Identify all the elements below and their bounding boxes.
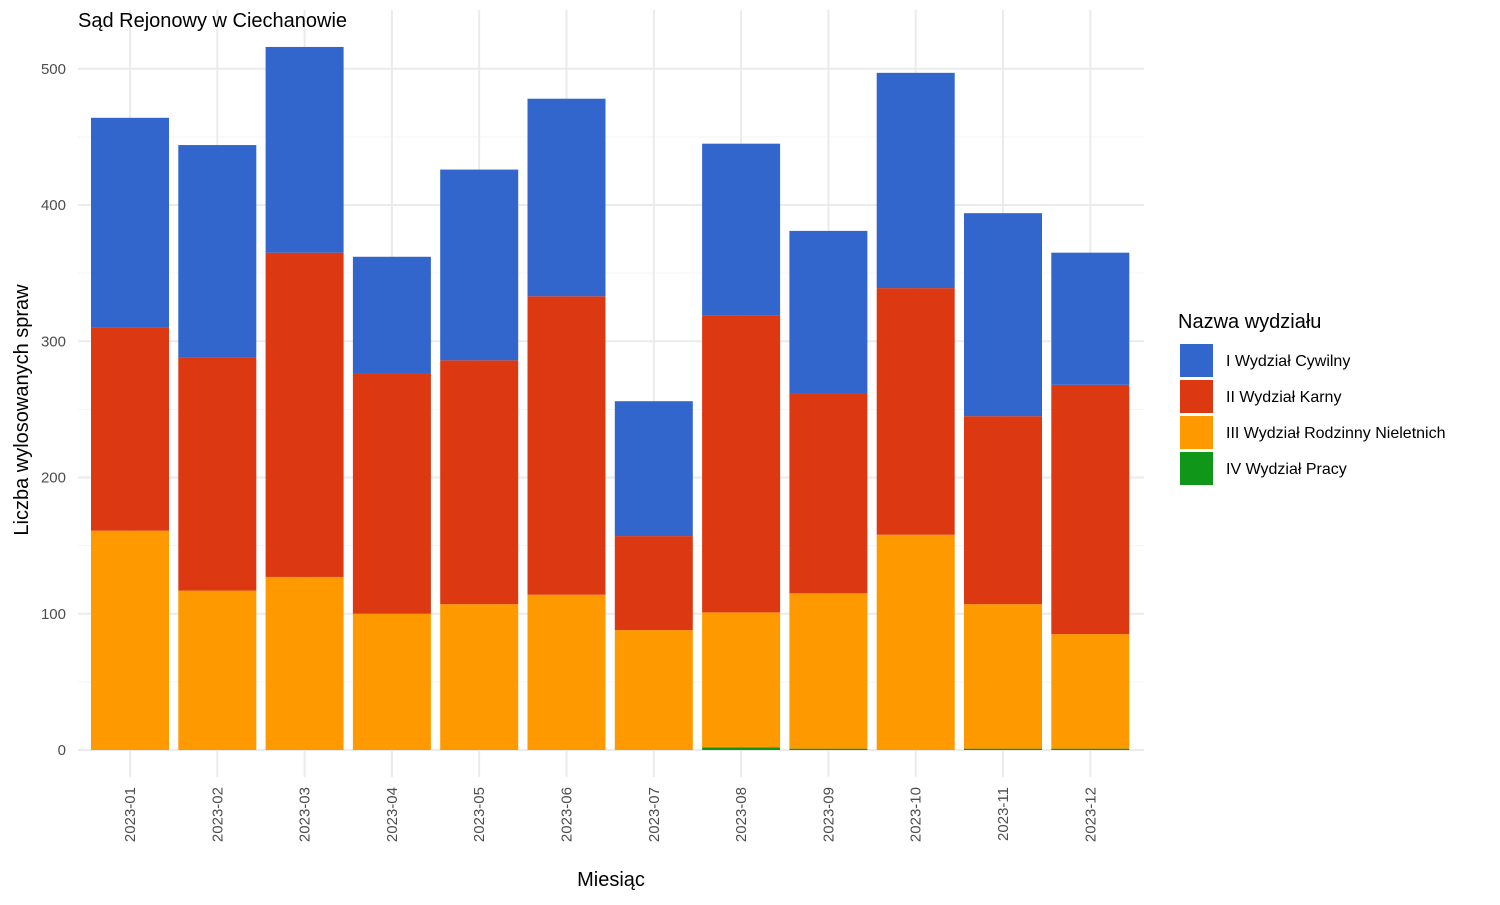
bar-segment (876, 288, 955, 535)
legend-label: II Wydział Karny (1226, 389, 1341, 406)
bar-segment (1051, 634, 1130, 749)
x-tick-label: 2023-12 (1082, 787, 1099, 842)
bar-segment (789, 230, 868, 394)
bar-segment (614, 401, 693, 537)
bar-segment (964, 416, 1042, 605)
y-tick-label: 0 (58, 742, 66, 759)
legend-items: I Wydział Cywilny II Wydział Karny III Wyd… (1180, 344, 1446, 485)
bars (91, 46, 1130, 750)
bar-segment (964, 604, 1042, 749)
bar-segment (91, 530, 169, 750)
chart-title: Sąd Rejonowy w Ciechanowie (78, 10, 347, 32)
x-tick-label: 2023-04 (384, 787, 401, 842)
bar-segment (789, 748, 868, 750)
y-tick-label: 100 (41, 606, 66, 623)
bar-segment (352, 373, 431, 614)
bar-segment (1051, 252, 1130, 385)
x-tick-label: 2023-05 (471, 787, 488, 842)
bar-segment (1051, 384, 1130, 635)
bar-segment (876, 534, 955, 750)
bar-segment (527, 296, 606, 595)
legend-title: Nazwa wydziału (1178, 311, 1321, 333)
x-tick-label: 2023-08 (733, 787, 750, 842)
bar-segment (702, 315, 781, 613)
bar-segment (352, 256, 431, 374)
legend-label: I Wydział Cywilny (1226, 353, 1350, 370)
x-tick-label: 2023-06 (559, 787, 576, 842)
legend-swatch (1180, 416, 1213, 449)
bar-segment (265, 576, 344, 750)
bar-segment (964, 213, 1042, 417)
bar-segment (789, 393, 868, 594)
bar-segment (789, 593, 868, 749)
legend-swatch (1180, 380, 1213, 413)
bar-segment (265, 252, 344, 577)
legend-swatch (1180, 452, 1213, 485)
bar-segment (352, 613, 431, 750)
bar-segment (1051, 748, 1130, 750)
x-tick-label: 2023-02 (209, 787, 226, 842)
bar-segment (440, 169, 519, 361)
bar-segment (702, 747, 781, 750)
y-tick-label: 200 (41, 470, 66, 487)
x-axis-ticks: 2023-01 2023-02 2023-03 2023-04 2023-05 2023-… (122, 787, 1099, 842)
bar-segment (614, 536, 693, 631)
bar-segment (527, 98, 606, 297)
y-tick-label: 300 (41, 333, 66, 350)
bar-segment (702, 612, 781, 748)
y-tick-label: 400 (41, 197, 66, 214)
x-tick-label: 2023-03 (297, 787, 314, 842)
bar-segment (614, 630, 693, 750)
bar-segment (964, 748, 1042, 750)
bar-segment (876, 72, 955, 289)
y-tick-label: 500 (41, 61, 66, 78)
y-axis-ticks: 0 100 200 300 400 500 (41, 61, 66, 759)
bar-segment (265, 46, 344, 253)
bar-segment (440, 604, 519, 750)
bar-segment (527, 594, 606, 750)
legend-label: III Wydział Rodzinny Nieletnich (1226, 425, 1446, 442)
bar-segment (440, 360, 519, 605)
legend-label: IV Wydział Pracy (1226, 461, 1347, 478)
bar-segment (178, 357, 257, 591)
x-tick-label: 2023-07 (646, 787, 663, 842)
x-tick-label: 2023-01 (122, 787, 139, 842)
bar-segment (91, 117, 169, 328)
legend: Nazwa wydziału I Wydział Cywilny II Wydzi… (1178, 311, 1446, 485)
bar-segment (702, 143, 781, 316)
y-axis-title: Liczba wylosowanych spraw (11, 284, 33, 536)
bar-segment (91, 327, 169, 531)
bar-segment (178, 145, 257, 358)
x-axis-title: Miesiąc (577, 869, 645, 891)
bar-segment (178, 590, 257, 750)
x-tick-label: 2023-09 (820, 787, 837, 842)
legend-swatch (1180, 344, 1213, 377)
x-tick-label: 2023-11 (995, 787, 1012, 841)
x-tick-label: 2023-10 (908, 787, 925, 842)
